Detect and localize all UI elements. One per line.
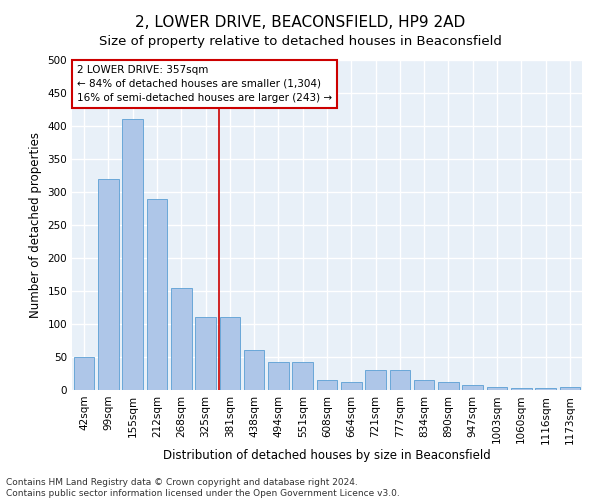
Bar xyxy=(414,380,434,390)
Text: 2 LOWER DRIVE: 357sqm
← 84% of detached houses are smaller (1,304)
16% of semi-d: 2 LOWER DRIVE: 357sqm ← 84% of detached … xyxy=(77,65,332,103)
Bar xyxy=(341,382,362,390)
Bar xyxy=(487,386,508,390)
Bar xyxy=(244,350,265,390)
Bar xyxy=(389,370,410,390)
Bar xyxy=(268,362,289,390)
Bar xyxy=(171,288,191,390)
Bar xyxy=(365,370,386,390)
Bar xyxy=(220,318,240,390)
Bar xyxy=(317,380,337,390)
Bar xyxy=(535,388,556,390)
Text: 2, LOWER DRIVE, BEACONSFIELD, HP9 2AD: 2, LOWER DRIVE, BEACONSFIELD, HP9 2AD xyxy=(135,15,465,30)
Bar xyxy=(146,198,167,390)
Bar xyxy=(74,357,94,390)
Bar xyxy=(195,318,216,390)
Bar xyxy=(438,382,459,390)
Bar xyxy=(463,384,483,390)
Text: Size of property relative to detached houses in Beaconsfield: Size of property relative to detached ho… xyxy=(98,35,502,48)
Y-axis label: Number of detached properties: Number of detached properties xyxy=(29,132,42,318)
Bar xyxy=(292,362,313,390)
X-axis label: Distribution of detached houses by size in Beaconsfield: Distribution of detached houses by size … xyxy=(163,449,491,462)
Bar xyxy=(98,179,119,390)
Bar xyxy=(122,120,143,390)
Bar xyxy=(560,386,580,390)
Bar xyxy=(511,388,532,390)
Text: Contains HM Land Registry data © Crown copyright and database right 2024.
Contai: Contains HM Land Registry data © Crown c… xyxy=(6,478,400,498)
